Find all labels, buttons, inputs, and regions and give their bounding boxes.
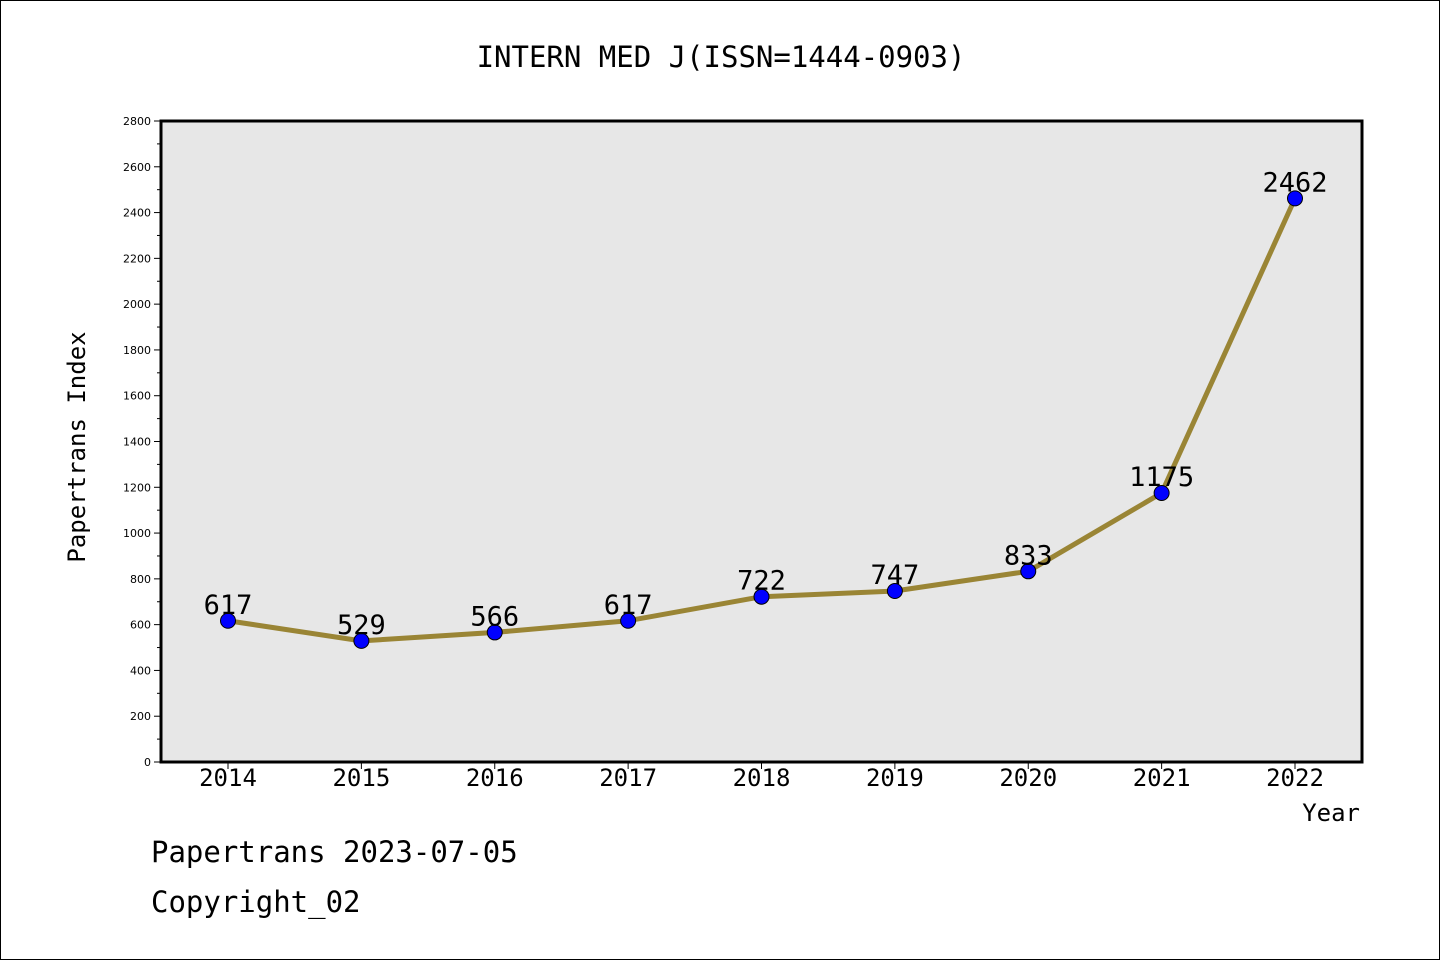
- footer-copyright: Copyright_02: [151, 885, 361, 919]
- x-tick-label: 2016: [466, 764, 524, 792]
- y-tick-label: 1000: [123, 527, 151, 540]
- data-label: 1175: [1129, 462, 1194, 493]
- y-tick-label: 1600: [123, 390, 151, 403]
- y-tick-label: 400: [130, 664, 151, 677]
- y-tick-label: 1200: [123, 481, 151, 494]
- data-point: [1020, 563, 1037, 580]
- data-point: [886, 582, 903, 599]
- data-label: 2462: [1262, 167, 1327, 198]
- x-tick-label: 2021: [1133, 764, 1191, 792]
- y-axis-label: Papertrans Index: [63, 331, 91, 562]
- x-tick-label: 2017: [599, 764, 657, 792]
- data-label: 747: [870, 560, 919, 591]
- x-axis: 2014 2015 2016 2017 2018 2019 2020 2021 2022: [199, 762, 1324, 792]
- y-tick-label: 2000: [123, 298, 151, 311]
- data-point: [1287, 190, 1303, 207]
- y-tick-label: 1800: [123, 344, 151, 357]
- y-tick-label: 600: [130, 619, 151, 632]
- x-tick-label: 2014: [199, 764, 257, 792]
- data-point: [353, 632, 370, 649]
- data-point: [486, 624, 503, 641]
- x-axis-label: Year: [1302, 799, 1360, 827]
- data-point: [620, 612, 637, 629]
- data-label: 833: [1004, 540, 1053, 571]
- y-tick-label: 2600: [123, 161, 151, 174]
- x-tick-label: 2019: [866, 764, 924, 792]
- plot-area: [159, 119, 1364, 764]
- y-tick-label: 200: [130, 710, 151, 723]
- data-label: 566: [470, 601, 519, 632]
- y-tick-label: 800: [130, 573, 151, 586]
- x-tick-label: 2020: [999, 764, 1057, 792]
- data-label: 722: [737, 566, 786, 597]
- x-tick-label: 2015: [332, 764, 390, 792]
- series-group: 617 529 566 617 722 747 833 1175 2462: [204, 167, 1328, 649]
- y-tick-label: 1400: [123, 436, 151, 449]
- y-tick-label: 2800: [123, 115, 151, 128]
- data-label: 529: [337, 610, 386, 641]
- data-label: 617: [204, 590, 253, 621]
- y-tick-label: 2200: [123, 252, 151, 265]
- x-tick-label: 2022: [1266, 764, 1324, 792]
- data-label: 617: [604, 590, 653, 621]
- y-tick-label: 2400: [123, 207, 151, 220]
- y-tick-label: 0: [144, 756, 151, 769]
- footer-date: Papertrans 2023-07-05: [151, 835, 518, 869]
- x-tick-label: 2018: [733, 764, 791, 792]
- data-point: [220, 612, 236, 629]
- y-axis: 0 200 400 600 800 1000 1200 1400 1600 1800 2000 220…: [123, 115, 161, 769]
- chart-title: INTERN MED J(ISSN=1444-0903): [477, 40, 966, 74]
- data-point: [753, 588, 770, 605]
- data-point: [1153, 485, 1170, 502]
